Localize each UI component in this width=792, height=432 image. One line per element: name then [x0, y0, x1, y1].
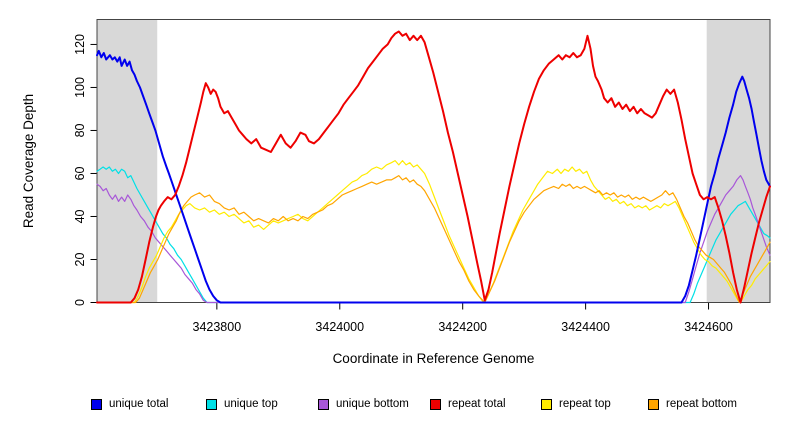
x-axis-title: Coordinate in Reference Genome [332, 351, 535, 366]
legend-label: repeat total [448, 398, 506, 410]
coverage-chart: 3423800 3424000 3424200 3424400 3424600 0 20 40… [73, 19, 771, 334]
y-tick-label: 60 [73, 166, 87, 180]
x-tick-label: 3424600 [684, 320, 733, 334]
legend-swatch-unique-top [206, 398, 217, 410]
legend-swatch-unique-total [91, 398, 102, 410]
legend-label: unique total [109, 398, 169, 410]
series-line-unique-total [96, 49, 771, 304]
y-tick-label: 20 [73, 252, 87, 266]
y-tick-label: 120 [73, 34, 87, 55]
y-tick-label: 100 [73, 77, 87, 98]
legend-swatch-unique-bottom [318, 398, 329, 410]
legend-item-repeat-top: repeat top [541, 398, 611, 410]
legend-item-repeat-bottom: repeat bottom [648, 398, 737, 410]
x-tick-label: 3424400 [561, 320, 610, 334]
shaded-flank-region [97, 19, 158, 303]
y-axis-title: Read Coverage Depth [21, 93, 36, 229]
legend-item-unique-top: unique top [206, 398, 278, 410]
legend-label: repeat top [559, 398, 611, 410]
legend-label: unique bottom [336, 398, 409, 410]
legend-swatch-repeat-top [541, 398, 552, 410]
x-tick-label: 3424000 [315, 320, 364, 334]
x-tick-label: 3423800 [193, 320, 242, 334]
y-tick-label: 80 [73, 123, 87, 137]
y-tick-label: 40 [73, 209, 87, 223]
legend-swatch-repeat-bottom [648, 398, 659, 410]
series-line-repeat-top [96, 160, 771, 304]
y-tick-label: 0 [73, 299, 87, 306]
legend-item-unique-total: unique total [91, 398, 168, 410]
series-line-unique-top [96, 166, 771, 304]
series-line-unique-bottom [96, 175, 771, 304]
legend-swatch-repeat-total [430, 398, 441, 410]
legend: unique total unique top unique bottom repea… [0, 398, 792, 418]
series-line-repeat-bottom [96, 175, 771, 304]
legend-label: unique top [224, 398, 278, 410]
legend-item-unique-bottom: unique bottom [318, 398, 409, 410]
legend-label: repeat bottom [666, 398, 737, 410]
legend-item-repeat-total: repeat total [430, 398, 506, 410]
series-line-repeat-total [96, 30, 771, 304]
x-tick-label: 3424200 [438, 320, 487, 334]
